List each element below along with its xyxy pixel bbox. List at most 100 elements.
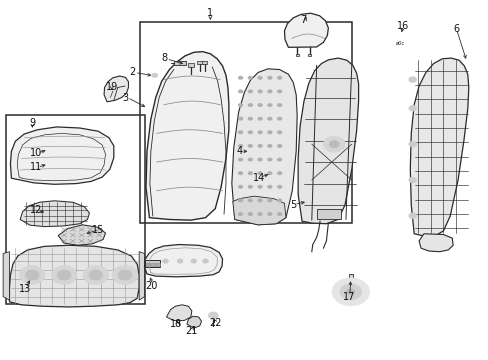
Circle shape (247, 185, 252, 189)
Circle shape (276, 212, 282, 216)
Bar (348, 274, 352, 279)
Bar (295, 54, 298, 56)
Circle shape (276, 76, 282, 80)
Polygon shape (186, 316, 201, 328)
Text: 12: 12 (30, 206, 42, 216)
Circle shape (238, 198, 243, 202)
Bar (173, 61, 185, 65)
Circle shape (408, 141, 416, 147)
Text: 3: 3 (122, 93, 128, 103)
Circle shape (257, 89, 262, 93)
Text: 6: 6 (453, 24, 459, 35)
Circle shape (266, 198, 272, 202)
Circle shape (257, 158, 262, 162)
Circle shape (257, 171, 262, 175)
Circle shape (152, 73, 158, 77)
Bar (146, 263, 150, 266)
Polygon shape (144, 244, 222, 277)
Polygon shape (232, 196, 285, 225)
Bar (151, 263, 155, 266)
Circle shape (329, 140, 338, 148)
Text: 18: 18 (170, 319, 182, 329)
Polygon shape (9, 245, 139, 307)
Circle shape (408, 177, 416, 183)
Text: 20: 20 (145, 281, 158, 291)
Text: 10: 10 (30, 148, 42, 158)
Circle shape (408, 213, 416, 219)
Circle shape (276, 130, 282, 134)
Circle shape (89, 270, 102, 280)
Circle shape (247, 144, 252, 148)
Text: 8: 8 (161, 53, 167, 63)
Bar (201, 60, 207, 64)
Circle shape (118, 270, 132, 280)
Circle shape (51, 266, 77, 284)
Circle shape (266, 158, 272, 162)
Circle shape (25, 270, 39, 280)
Circle shape (266, 117, 272, 121)
Circle shape (238, 158, 243, 162)
Circle shape (238, 185, 243, 189)
Circle shape (257, 144, 262, 148)
Bar (356, 291, 361, 293)
Circle shape (276, 117, 282, 121)
Circle shape (238, 130, 243, 134)
Bar (144, 260, 160, 267)
Text: 2: 2 (129, 67, 135, 77)
Bar (140, 22, 351, 223)
Circle shape (177, 259, 183, 263)
Circle shape (339, 284, 361, 300)
Circle shape (257, 198, 262, 202)
Circle shape (20, 266, 45, 284)
Circle shape (247, 212, 252, 216)
Circle shape (247, 158, 252, 162)
Polygon shape (418, 234, 452, 252)
Circle shape (257, 76, 262, 80)
Circle shape (408, 105, 416, 111)
Circle shape (266, 103, 272, 107)
Text: 11: 11 (30, 162, 42, 172)
Polygon shape (104, 76, 128, 102)
Polygon shape (58, 225, 105, 245)
Text: ø0c: ø0c (395, 41, 405, 45)
Bar (308, 54, 311, 56)
Circle shape (389, 35, 410, 51)
Text: 9: 9 (29, 118, 35, 128)
Polygon shape (298, 58, 358, 224)
Bar (156, 263, 159, 266)
Circle shape (257, 212, 262, 216)
Circle shape (266, 185, 272, 189)
Circle shape (202, 259, 208, 263)
Circle shape (238, 89, 243, 93)
Bar (339, 291, 344, 293)
Circle shape (247, 103, 252, 107)
Polygon shape (284, 13, 328, 47)
Circle shape (276, 144, 282, 148)
Circle shape (257, 130, 262, 134)
Bar (196, 60, 202, 64)
Circle shape (257, 117, 262, 121)
Bar (5, 116, 144, 304)
Circle shape (238, 171, 243, 175)
Circle shape (408, 77, 416, 82)
Text: 5: 5 (289, 200, 296, 210)
Circle shape (208, 312, 218, 319)
Polygon shape (409, 58, 468, 237)
Bar (316, 210, 340, 220)
Circle shape (238, 212, 243, 216)
Bar (187, 63, 193, 67)
Circle shape (276, 185, 282, 189)
Text: 1: 1 (207, 8, 213, 18)
Polygon shape (166, 305, 191, 320)
Circle shape (276, 198, 282, 202)
Circle shape (247, 198, 252, 202)
Circle shape (247, 117, 252, 121)
Text: 16: 16 (396, 21, 408, 31)
Circle shape (266, 171, 272, 175)
Circle shape (266, 89, 272, 93)
Circle shape (238, 76, 243, 80)
Circle shape (238, 144, 243, 148)
Polygon shape (3, 252, 9, 300)
Text: 22: 22 (208, 319, 221, 328)
Text: 15: 15 (92, 225, 104, 235)
